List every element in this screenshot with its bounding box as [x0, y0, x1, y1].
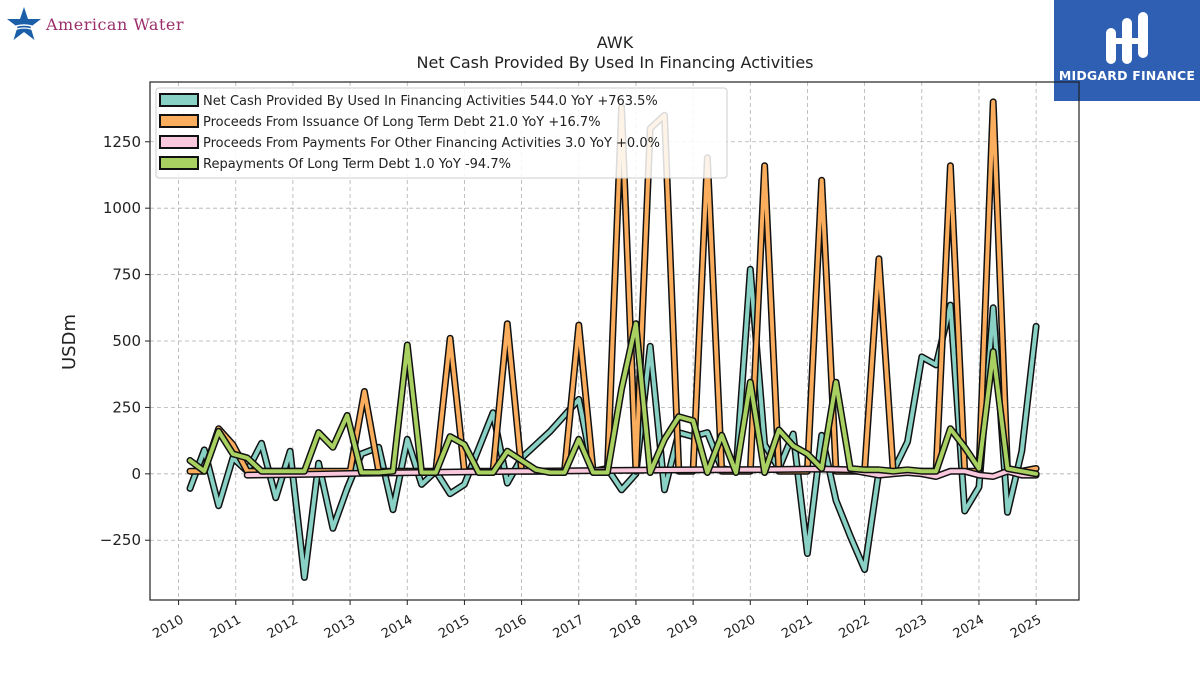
series-line-4 — [188, 321, 1039, 476]
star-icon — [7, 7, 41, 40]
y-tick-label: 500 — [112, 332, 141, 350]
x-tick-label: 2014 — [379, 612, 415, 642]
y-tick-label: 1250 — [103, 133, 141, 151]
x-tick-label: 2017 — [551, 612, 587, 642]
x-tick-label: 2022 — [836, 612, 872, 642]
american-water-name: American Water — [46, 14, 184, 34]
x-tick-label: 2016 — [493, 612, 529, 642]
midgard-finance-name: MIDGARD FINANCE — [1058, 68, 1196, 83]
x-tick-label: 2010 — [150, 612, 186, 642]
chart-subtitle: Net Cash Provided By Used In Financing A… — [416, 53, 813, 72]
y-tick-label: 0 — [131, 465, 141, 483]
x-tick-label: 2015 — [436, 612, 472, 642]
legend-swatch-4 — [159, 156, 199, 170]
y-tick-label: 1000 — [103, 199, 141, 217]
chart-title: AWK — [597, 33, 634, 52]
x-tick-label: 2013 — [322, 612, 358, 642]
x-tick-label: 2025 — [1008, 612, 1044, 642]
x-tick-label: 2020 — [722, 612, 758, 642]
midgard-finance-logo: MIDGARD FINANCE — [1054, 0, 1200, 101]
x-tick-label: 2023 — [894, 612, 930, 642]
legend-swatch-2 — [159, 114, 199, 128]
y-axis-label: USDm — [59, 314, 80, 370]
legend-label-4: Repayments Of Long Term Debt 1.0 YoY -94… — [203, 157, 511, 172]
x-tick-label: 2011 — [208, 612, 244, 642]
legend-box — [155, 87, 728, 179]
legend-label-3: Proceeds From Payments For Other Financi… — [203, 136, 660, 151]
legend-swatch-1 — [159, 93, 199, 107]
y-tick-label: 750 — [112, 266, 141, 284]
legend: Net Cash Provided By Used In Financing A… — [155, 87, 728, 179]
american-water-logo: American Water — [6, 6, 184, 42]
legend-label-2: Proceeds From Issuance Of Long Term Debt… — [203, 115, 601, 130]
y-tick-label: −250 — [100, 531, 141, 549]
legend-swatch-3 — [159, 135, 199, 149]
series-lines — [186, 98, 1040, 581]
x-tick-label: 2019 — [665, 612, 701, 642]
midgard-mark-icon — [1106, 12, 1148, 64]
x-tick-label: 2018 — [608, 612, 644, 642]
y-tick-label: 250 — [112, 398, 141, 416]
x-tick-label: 2024 — [951, 612, 987, 642]
legend-label-1: Net Cash Provided By Used In Financing A… — [203, 94, 658, 109]
x-tick-label: 2012 — [265, 612, 301, 642]
x-tick-label: 2021 — [779, 612, 815, 642]
